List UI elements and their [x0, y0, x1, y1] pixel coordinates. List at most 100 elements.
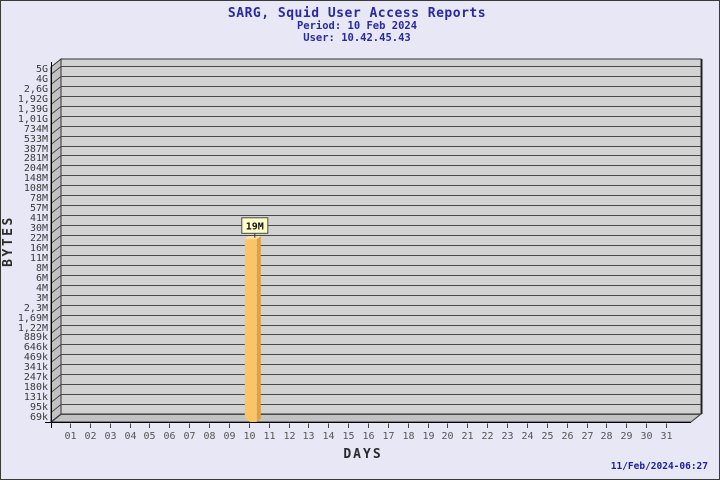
y-wall-gridline: [50, 205, 62, 214]
x-tick-label: 13: [302, 431, 314, 442]
y-tick-label: 1,22M: [18, 323, 48, 334]
y-tick-label: 2,6G: [24, 84, 48, 95]
bar-top-face: [244, 236, 261, 240]
bar-value-label: 19M: [246, 221, 264, 232]
y-tick-label: 889k: [24, 332, 48, 343]
bar-side-face: [256, 236, 261, 422]
x-tick-label: 11: [263, 431, 275, 442]
y-tick-label: 131k: [24, 392, 48, 403]
y-tick-label: 734M: [24, 124, 48, 135]
x-tick-label: 29: [620, 431, 632, 442]
generation-timestamp: 11/Feb/2024-06:27: [611, 461, 708, 472]
x-tick-label: 18: [402, 431, 414, 442]
y-tick-label: 22M: [30, 233, 48, 244]
x-tick-label: 06: [163, 431, 175, 442]
x-tick-label: 01: [64, 431, 76, 442]
x-tick-label: 27: [581, 431, 593, 442]
y-tick-label: 646k: [24, 342, 48, 353]
y-tick-label: 78M: [30, 193, 48, 204]
x-tick-label: 14: [322, 431, 334, 442]
plot-floor: [49, 413, 703, 423]
y-wall-gridline: [50, 185, 62, 194]
x-tick-label: 20: [441, 431, 453, 442]
y-wall-gridline: [50, 116, 62, 125]
chart-period: Period: 10 Feb 2024: [297, 20, 417, 32]
x-tick-label: 16: [362, 431, 374, 442]
y-wall-gridline: [50, 265, 62, 274]
y-tick-label: 281M: [24, 153, 48, 164]
y-tick-label: 95k: [30, 402, 48, 413]
x-tick-label: 30: [640, 431, 652, 442]
y-tick-label: 204M: [24, 163, 48, 174]
x-tick-label: 15: [342, 431, 354, 442]
x-tick-label: 28: [600, 431, 612, 442]
x-tick-label: 26: [561, 431, 573, 442]
x-tick-label: 04: [124, 431, 136, 442]
x-tick-label: 09: [223, 431, 235, 442]
y-tick-label: 3M: [36, 293, 48, 304]
y-wall-gridline: [50, 285, 62, 294]
y-tick-label: 8M: [36, 263, 48, 274]
y-tick-label: 2,3M: [24, 303, 48, 314]
y-wall-gridline: [50, 175, 62, 184]
y-tick-label: 30M: [30, 223, 48, 234]
y-wall-gridline: [50, 155, 62, 164]
y-tick-label: 4M: [36, 283, 48, 294]
x-axis-label: DAYS: [343, 447, 382, 462]
y-wall-gridline: [50, 404, 62, 413]
y-wall-gridline: [50, 245, 62, 254]
y-tick-label: 16M: [30, 243, 48, 254]
y-tick-label: 341k: [24, 362, 48, 373]
y-tick-label: 69k: [30, 412, 48, 423]
x-tick-label: 03: [104, 431, 116, 442]
y-wall-gridline: [50, 275, 62, 284]
y-tick-label: 5G: [36, 64, 48, 75]
x-tick-label: 22: [481, 431, 493, 442]
y-tick-label: 387M: [24, 144, 48, 155]
y-tick-label: 148M: [24, 173, 48, 184]
y-tick-label: 1,39G: [18, 104, 48, 115]
y-wall-gridline: [50, 76, 62, 85]
x-tick-label: 19: [422, 431, 434, 442]
y-wall-gridline: [50, 86, 62, 95]
y-tick-label: 533M: [24, 134, 48, 145]
y-tick-label: 41M: [30, 213, 48, 224]
y-wall-gridline: [50, 414, 62, 423]
x-tick-label: 12: [283, 431, 295, 442]
y-tick-label: 1,69M: [18, 313, 48, 324]
y-wall-gridline: [50, 165, 62, 174]
y-tick-label: 180k: [24, 382, 48, 393]
bar-value-box: [241, 217, 269, 234]
y-wall-gridline: [50, 364, 62, 373]
y-tick-label: 108M: [24, 183, 48, 194]
y-wall-gridline: [50, 106, 62, 115]
y-wall-gridline: [50, 374, 62, 383]
y-wall-gridline: [50, 344, 62, 353]
y-wall-gridline: [50, 325, 62, 334]
y-wall-gridline: [50, 225, 62, 234]
y-wall-gridline: [50, 295, 62, 304]
y-tick-label: 1,92G: [18, 94, 48, 105]
y-tick-label: 469k: [24, 352, 48, 363]
y-wall-gridline: [50, 195, 62, 204]
bar-front-face: [244, 239, 257, 422]
y-tick-label: 247k: [24, 372, 48, 383]
y-tick-label: 1,01G: [18, 114, 48, 125]
y-wall-gridline: [50, 255, 62, 264]
y-wall-gridline: [50, 394, 62, 403]
x-tick-label: 24: [521, 431, 533, 442]
y-wall-gridline: [50, 384, 62, 393]
y-wall-gridline: [50, 235, 62, 244]
y-tick-label: 4G: [36, 74, 48, 85]
y-tick-label: 6M: [36, 273, 48, 284]
x-tick-label: 17: [382, 431, 394, 442]
x-tick-label: 08: [203, 431, 215, 442]
y-wall-gridline: [50, 96, 62, 105]
x-tick-label: 07: [183, 431, 195, 442]
plot-face: [60, 58, 702, 415]
x-tick-label: 02: [84, 431, 96, 442]
y-tick-label: 57M: [30, 203, 48, 214]
x-tick-label: 23: [501, 431, 513, 442]
y-wall-gridline: [50, 66, 62, 75]
